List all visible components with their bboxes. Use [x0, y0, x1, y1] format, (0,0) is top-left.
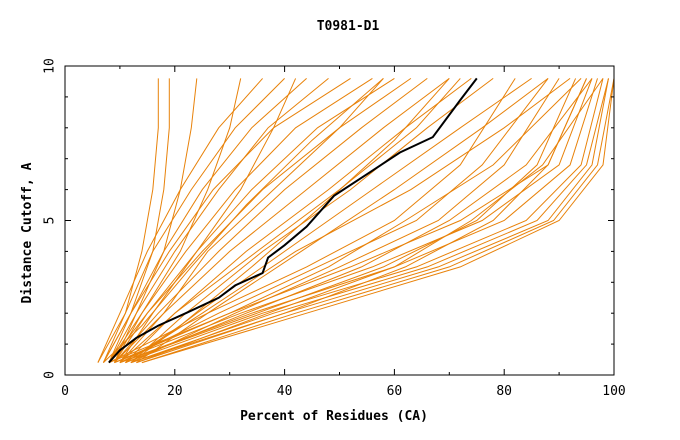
- x-tick-label-0: 0: [61, 384, 69, 399]
- model-curve-3: [108, 78, 307, 363]
- y-tick-label-10: 10: [43, 58, 58, 74]
- model-curve-37: [119, 78, 549, 364]
- model-curve-5: [102, 77, 351, 363]
- model-curve-24: [114, 78, 593, 364]
- y-tick-label-0: 0: [43, 371, 58, 379]
- x-tick-label-20: 20: [167, 384, 183, 399]
- model-curve-40: [125, 78, 450, 364]
- y-axis-label: Distance Cutoff, A: [20, 162, 35, 303]
- model-curve-39: [103, 78, 384, 363]
- highlight-curve: [108, 77, 478, 364]
- model-curve-27: [130, 78, 609, 364]
- model-curve-30: [119, 78, 577, 364]
- model-curve-33: [125, 78, 593, 364]
- model-curve-11: [113, 78, 242, 363]
- model-curve-22: [114, 78, 384, 363]
- model-curve-34: [136, 78, 604, 364]
- model-curve-12: [119, 78, 297, 363]
- model-curve-17: [130, 77, 494, 363]
- model-curve-20: [125, 77, 571, 364]
- model-curve-9: [102, 78, 170, 363]
- plot-area: [97, 77, 615, 364]
- model-curve-6: [108, 77, 373, 363]
- x-tick-label-60: 60: [387, 384, 403, 399]
- x-axis-label: Percent of Residues (CA): [240, 409, 428, 424]
- y-tick-label-5: 5: [43, 217, 58, 225]
- x-tick-label-100: 100: [602, 384, 625, 399]
- model-curve-35: [141, 78, 615, 364]
- model-curve-1: [97, 78, 263, 363]
- model-curve-36: [108, 78, 516, 364]
- model-curve-38: [130, 78, 560, 364]
- model-curve-7: [113, 77, 395, 363]
- model-curve-14: [114, 78, 428, 363]
- model-curve-15: [119, 77, 450, 363]
- model-curve-26: [125, 78, 604, 364]
- axis-ticks: 0 20 40 60 80 100 0 5 10: [43, 58, 626, 399]
- model-curve-8: [97, 78, 159, 363]
- model-curve-31: [130, 78, 587, 364]
- x-tick-label-80: 80: [496, 384, 512, 399]
- model-curve-10: [108, 78, 198, 363]
- model-curve-19: [136, 77, 549, 364]
- model-curve-29: [141, 78, 615, 364]
- chart-title: T0981-D1: [317, 19, 380, 34]
- x-tick-label-40: 40: [277, 384, 293, 399]
- model-curve-4: [113, 78, 329, 363]
